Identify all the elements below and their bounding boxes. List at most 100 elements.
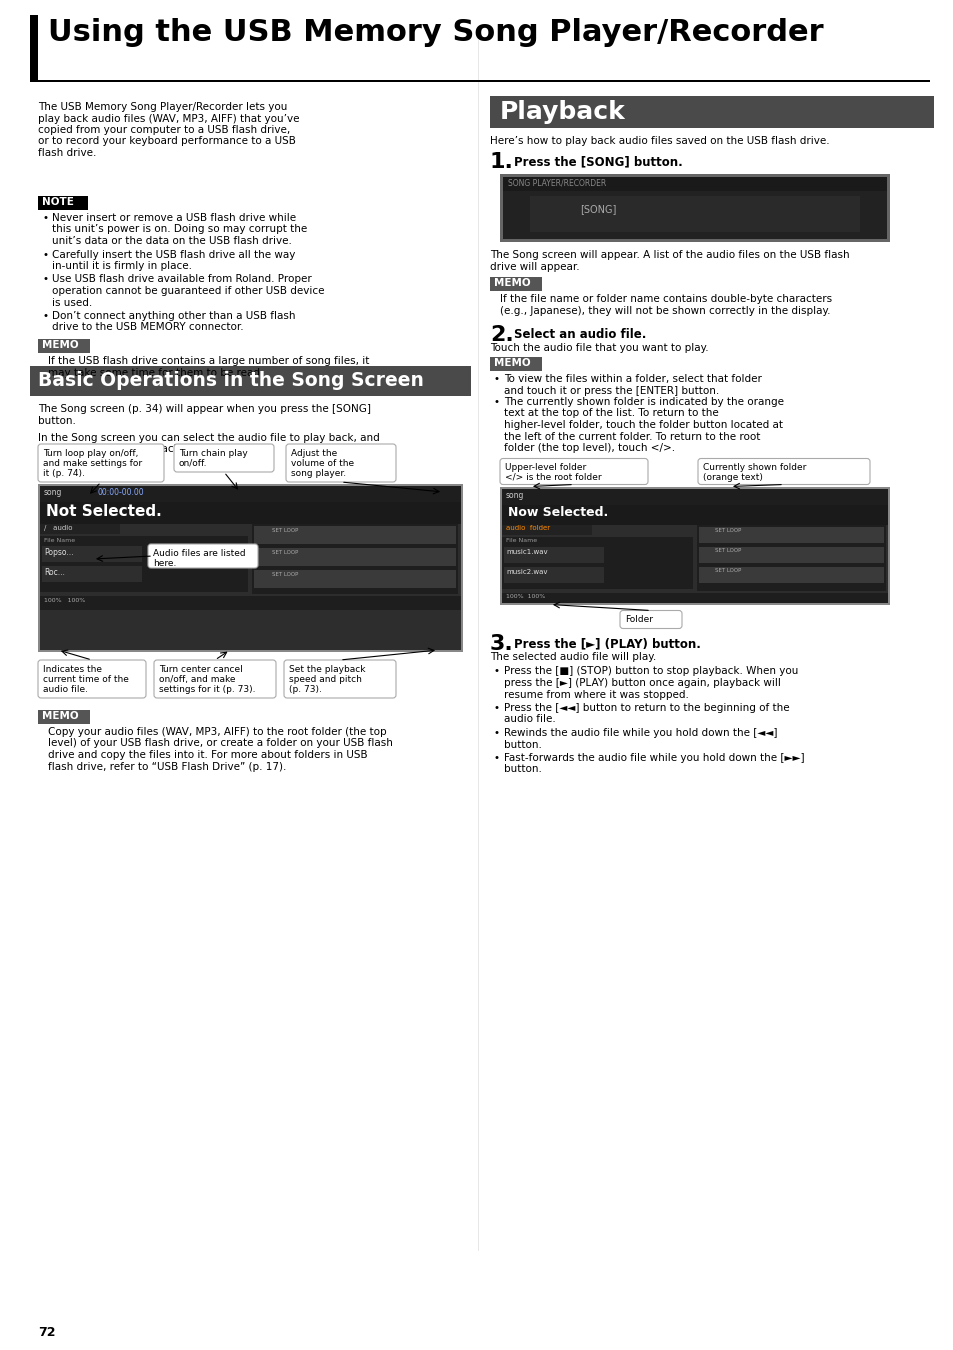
Bar	[30, 366, 471, 396]
Bar	[502, 177, 886, 190]
Bar	[490, 277, 541, 292]
Text: audio  folder: audio folder	[505, 525, 550, 532]
Text: higher-level folder, touch the folder button located at: higher-level folder, touch the folder bu…	[503, 420, 782, 431]
Bar	[253, 548, 456, 566]
Text: here.: here.	[152, 559, 176, 568]
Text: Rewinds the audio file while you hold down the [◄◄]: Rewinds the audio file while you hold do…	[503, 728, 777, 738]
Bar	[699, 547, 883, 563]
Text: 00:00-00.00: 00:00-00.00	[98, 487, 145, 497]
Text: Here’s how to play back audio files saved on the USB flash drive.: Here’s how to play back audio files save…	[490, 136, 829, 146]
Text: Don’t connect anything other than a USB flash: Don’t connect anything other than a USB …	[52, 310, 295, 321]
FancyBboxPatch shape	[173, 444, 274, 472]
Text: settings for it (p. 73).: settings for it (p. 73).	[159, 684, 255, 694]
Bar	[252, 524, 457, 594]
Text: •: •	[42, 274, 48, 285]
Text: drive will appear.: drive will appear.	[490, 262, 579, 271]
Text: in-until it is firmly in place.: in-until it is firmly in place.	[52, 261, 192, 271]
Text: on/off, and make: on/off, and make	[159, 675, 235, 684]
Text: SET LOOP: SET LOOP	[714, 568, 740, 574]
Bar	[253, 526, 456, 544]
Bar	[490, 356, 541, 371]
Text: button.: button.	[38, 416, 76, 425]
Text: •: •	[42, 213, 48, 223]
Text: MEMO: MEMO	[42, 711, 78, 721]
Bar	[38, 710, 90, 724]
Bar	[40, 486, 460, 502]
Text: SONG PLAYER/RECORDER: SONG PLAYER/RECORDER	[507, 180, 605, 188]
Text: Folder: Folder	[624, 616, 652, 625]
Text: The currently shown folder is indicated by the orange: The currently shown folder is indicated …	[503, 397, 783, 406]
Text: text at the top of the list. To return to the: text at the top of the list. To return t…	[503, 409, 718, 418]
Text: If the file name or folder name contains double-byte characters: If the file name or folder name contains…	[499, 294, 831, 304]
Text: Playback: Playback	[499, 100, 625, 124]
Text: current time of the: current time of the	[43, 675, 129, 684]
Text: (orange text): (orange text)	[702, 472, 762, 482]
Bar	[40, 595, 460, 610]
FancyBboxPatch shape	[698, 459, 869, 485]
Text: Turn loop play on/off,: Turn loop play on/off,	[43, 450, 138, 458]
Text: Press the [SONG] button.: Press the [SONG] button.	[514, 155, 682, 167]
Text: 72: 72	[38, 1326, 55, 1339]
Text: SET LOOP: SET LOOP	[714, 548, 740, 554]
Text: Touch the audio file that you want to play.: Touch the audio file that you want to pl…	[490, 343, 708, 352]
Text: song player.: song player.	[291, 468, 346, 478]
Text: MEMO: MEMO	[494, 358, 530, 369]
Text: NOTE: NOTE	[42, 197, 73, 207]
FancyBboxPatch shape	[38, 444, 164, 482]
Text: •: •	[494, 753, 499, 763]
Text: drive to the USB MEMORY connector.: drive to the USB MEMORY connector.	[52, 323, 243, 332]
Text: Using the USB Memory Song Player/Recorder: Using the USB Memory Song Player/Recorde…	[48, 18, 822, 47]
Text: folder (the top level), touch </>.: folder (the top level), touch </>.	[503, 443, 675, 454]
Text: is used.: is used.	[52, 297, 92, 308]
Text: 3.: 3.	[490, 634, 514, 655]
Text: The USB Memory Song Player/Recorder lets you: The USB Memory Song Player/Recorder lets…	[38, 103, 287, 112]
Bar	[499, 174, 889, 242]
Text: flash drive.: flash drive.	[38, 148, 96, 158]
Text: 1.: 1.	[490, 153, 514, 171]
Text: Press the [►] (PLAY) button.: Press the [►] (PLAY) button.	[514, 637, 700, 651]
Text: Currently shown folder: Currently shown folder	[702, 463, 805, 471]
Text: </> is the root folder: </> is the root folder	[504, 472, 601, 482]
Text: Set the playback: Set the playback	[289, 666, 365, 674]
FancyBboxPatch shape	[499, 459, 647, 485]
Bar	[40, 502, 460, 524]
Text: on/off.: on/off.	[179, 459, 208, 468]
Bar	[42, 545, 142, 562]
Bar	[40, 486, 460, 649]
Bar	[501, 536, 692, 589]
Text: Popso...: Popso...	[44, 548, 73, 558]
Bar	[40, 524, 120, 535]
Text: audio file.: audio file.	[503, 714, 556, 725]
FancyBboxPatch shape	[284, 660, 395, 698]
Text: File Name: File Name	[44, 539, 75, 543]
Bar	[699, 567, 883, 582]
Text: may take some time for them to be read.: may take some time for them to be read.	[48, 367, 263, 378]
Text: •: •	[494, 374, 499, 383]
Text: Basic Operations in the Song Screen: Basic Operations in the Song Screen	[38, 371, 423, 390]
Text: (e.g., Japanese), they will not be shown correctly in the display.: (e.g., Japanese), they will not be shown…	[499, 305, 830, 316]
Text: 100%  100%: 100% 100%	[505, 594, 545, 598]
Text: it (p. 74).: it (p. 74).	[43, 468, 85, 478]
Text: song: song	[505, 490, 524, 500]
Bar	[501, 525, 592, 535]
Bar	[38, 485, 462, 652]
Text: [SONG]: [SONG]	[579, 204, 616, 215]
Text: play back audio files (WAV, MP3, AIFF) that you’ve: play back audio files (WAV, MP3, AIFF) t…	[38, 113, 299, 123]
Text: Indicates the: Indicates the	[43, 666, 102, 674]
Text: music2.wav: music2.wav	[505, 568, 547, 575]
FancyBboxPatch shape	[38, 660, 146, 698]
Text: Now Selected.: Now Selected.	[507, 506, 608, 520]
Text: Turn chain play: Turn chain play	[179, 450, 248, 458]
Text: press the [►] (PLAY) button once again, playback will: press the [►] (PLAY) button once again, …	[503, 678, 781, 688]
Text: make settings for playback.: make settings for playback.	[38, 444, 183, 455]
Bar	[42, 566, 142, 582]
Bar	[490, 96, 933, 128]
Text: Press the [■] (STOP) button to stop playback. When you: Press the [■] (STOP) button to stop play…	[503, 667, 798, 676]
Bar	[38, 339, 90, 352]
Text: Carefully insert the USB flash drive all the way: Carefully insert the USB flash drive all…	[52, 250, 295, 259]
Text: button.: button.	[503, 740, 541, 749]
Bar	[697, 525, 885, 590]
Text: Upper-level folder: Upper-level folder	[504, 463, 586, 471]
Text: and touch it or press the [ENTER] button.: and touch it or press the [ENTER] button…	[503, 386, 719, 396]
Text: this unit’s power is on. Doing so may corrupt the: this unit’s power is on. Doing so may co…	[52, 224, 307, 235]
